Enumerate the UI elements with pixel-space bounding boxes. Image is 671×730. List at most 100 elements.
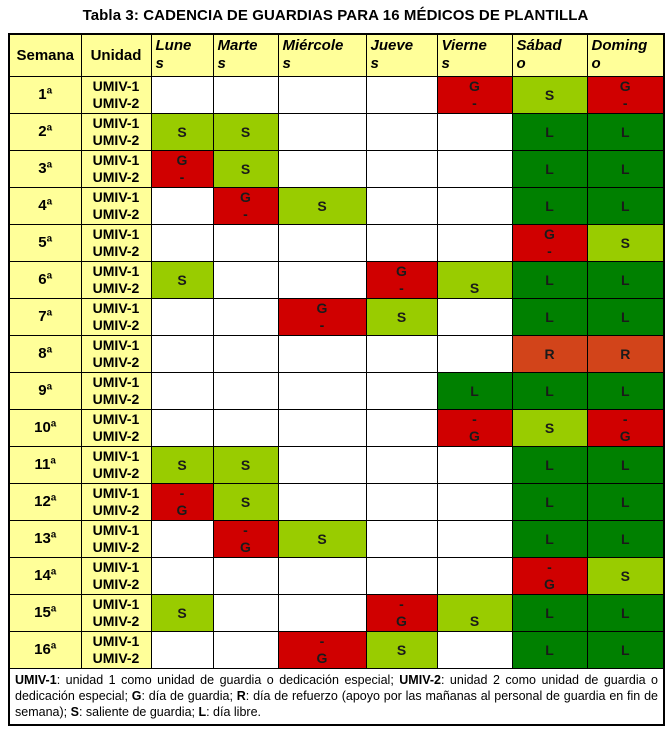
unit-2-label: UMIV-2 xyxy=(92,612,140,629)
footnote-segment: : día de guardia; xyxy=(141,688,237,703)
guard-line: - xyxy=(319,632,325,649)
day-cell xyxy=(277,556,367,595)
week-label: 13ª xyxy=(8,519,82,558)
week-row: 6ª UMIV-1 UMIV-2 S G- S L L xyxy=(8,260,665,299)
week-label: 12ª xyxy=(8,482,82,521)
footnote-segment: : día libre. xyxy=(206,704,261,719)
header-sabado: Sábado xyxy=(511,33,588,77)
unit-cell: UMIV-1 UMIV-2 xyxy=(80,408,152,447)
unit-1-label: UMIV-1 xyxy=(92,410,140,427)
day-cell: S xyxy=(212,482,279,521)
day-cell xyxy=(277,482,367,521)
day-cell: -G xyxy=(436,408,513,447)
day-cell xyxy=(436,445,513,484)
day-cell: S xyxy=(212,445,279,484)
day-cell xyxy=(277,593,367,632)
day-cell xyxy=(212,223,279,262)
day-cell: S xyxy=(511,408,588,447)
day-cell xyxy=(150,408,214,447)
day-cell: S xyxy=(277,186,367,225)
unit-2-label: UMIV-2 xyxy=(92,464,140,481)
week-row: 10ª UMIV-1 UMIV-2 -G S -G xyxy=(8,408,665,447)
footnote-row: UMIV-1: unidad 1 como unidad de guardia … xyxy=(8,667,665,725)
day-cell xyxy=(212,593,279,632)
guard-line: G xyxy=(240,188,251,205)
guard-line: G xyxy=(316,299,328,316)
unit-1-label: UMIV-1 xyxy=(92,299,140,316)
unit-2-label: UMIV-2 xyxy=(92,390,140,407)
day-cell: S xyxy=(436,593,513,632)
header-unidad: Unidad xyxy=(80,33,152,77)
day-cell: S xyxy=(212,112,279,151)
day-cell: L xyxy=(511,186,588,225)
day-cell: L xyxy=(436,371,513,410)
header-lunes-label: Lunes xyxy=(155,37,192,72)
day-cell: -G xyxy=(511,556,588,595)
unit-1-label: UMIV-1 xyxy=(92,484,140,501)
day-cell xyxy=(365,223,438,262)
day-cell xyxy=(365,75,438,114)
day-cell: L xyxy=(586,260,665,299)
footnote-segment: : unidad 1 como unidad de guardia o dedi… xyxy=(56,672,400,687)
day-cell xyxy=(150,334,214,373)
unit-2-label: UMIV-2 xyxy=(92,205,140,222)
day-cell: L xyxy=(586,186,665,225)
unit-cell: UMIV-1 UMIV-2 xyxy=(80,112,152,151)
unit-2-label: UMIV-2 xyxy=(92,168,140,185)
day-cell xyxy=(436,334,513,373)
footnote-segment: UMIV-2 xyxy=(399,672,441,687)
day-cell xyxy=(365,186,438,225)
week-row: 12ª UMIV-1 UMIV-2 -G S L L xyxy=(8,482,665,521)
unit-2-label: UMIV-2 xyxy=(92,279,140,296)
week-row: 16ª UMIV-1 UMIV-2 -G S L L xyxy=(8,630,665,669)
day-cell: R xyxy=(511,334,588,373)
week-label: 8ª xyxy=(8,334,82,373)
day-cell xyxy=(436,112,513,151)
unit-2-label: UMIV-2 xyxy=(92,316,140,333)
unit-cell: UMIV-1 UMIV-2 xyxy=(80,260,152,299)
footnote-segment: L xyxy=(198,704,207,719)
day-cell: G- xyxy=(150,149,214,188)
unit-2-label: UMIV-2 xyxy=(92,501,140,518)
day-cell: S xyxy=(511,75,588,114)
unit-2-label: UMIV-2 xyxy=(92,242,140,259)
day-cell: S xyxy=(150,260,214,299)
day-cell: S xyxy=(277,519,367,558)
day-cell xyxy=(277,223,367,262)
week-row: 1ª UMIV-1 UMIV-2 G- S G- xyxy=(8,75,665,114)
header-row: Semana Unidad Lunes Martes Miércoles Jue… xyxy=(8,33,665,77)
guard-line: G xyxy=(240,538,251,555)
day-cell: L xyxy=(586,519,665,558)
day-cell xyxy=(365,408,438,447)
guard-line: - xyxy=(399,279,404,296)
guard-line: G xyxy=(396,612,407,629)
day-cell: R xyxy=(586,334,665,373)
footnote-segment: : unidad 2 como unidad de guardia o dedi… xyxy=(15,672,658,703)
week-row: 2ª UMIV-1 UMIV-2 S S L L xyxy=(8,112,665,151)
footnote-segment: : día de refuerzo (apoyo por las mañanas… xyxy=(15,688,658,719)
day-cell xyxy=(277,445,367,484)
day-cell: -G xyxy=(212,519,279,558)
unit-cell: UMIV-1 UMIV-2 xyxy=(80,149,152,188)
header-sabado-label: Sábado xyxy=(516,37,562,72)
day-cell: L xyxy=(511,371,588,410)
week-label: 16ª xyxy=(8,630,82,669)
unit-cell: UMIV-1 UMIV-2 xyxy=(80,556,152,595)
day-cell: G- xyxy=(511,223,588,262)
header-semana: Semana xyxy=(8,33,82,77)
day-cell xyxy=(365,482,438,521)
unit-cell: UMIV-1 UMIV-2 xyxy=(80,630,152,669)
day-cell xyxy=(212,556,279,595)
day-cell: L xyxy=(586,371,665,410)
day-cell: L xyxy=(586,630,665,669)
guard-line: G xyxy=(176,501,188,518)
week-row: 15ª UMIV-1 UMIV-2 S -G S L L xyxy=(8,593,665,632)
unit-1-label: UMIV-1 xyxy=(92,77,140,94)
day-cell: -G xyxy=(277,630,367,669)
guard-line: - xyxy=(399,595,404,612)
guard-line: - xyxy=(179,168,185,185)
unit-2-label: UMIV-2 xyxy=(92,94,140,111)
guard-line: - xyxy=(622,94,628,111)
footnote: UMIV-1: unidad 1 como unidad de guardia … xyxy=(8,667,665,725)
week-row: 13ª UMIV-1 UMIV-2 -G S L L xyxy=(8,519,665,558)
